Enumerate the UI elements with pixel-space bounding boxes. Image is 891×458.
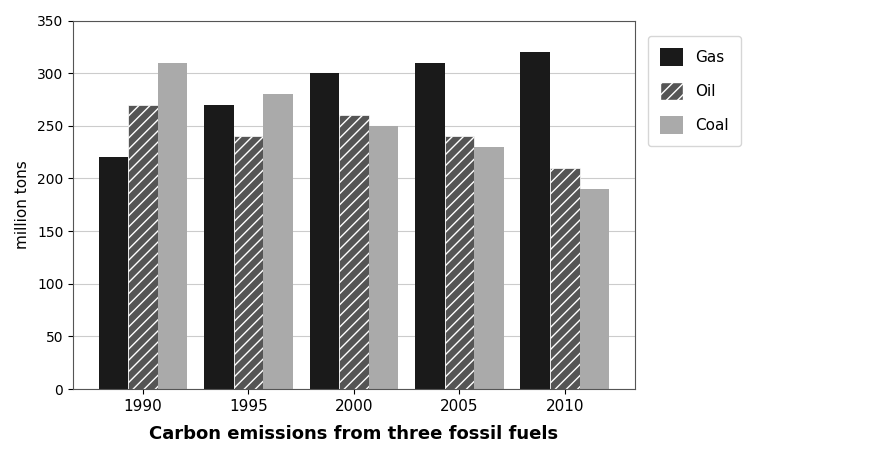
Bar bbox=[415, 63, 445, 389]
Bar bbox=[339, 115, 369, 389]
Bar bbox=[158, 63, 187, 389]
Bar bbox=[369, 126, 398, 389]
Bar bbox=[233, 136, 263, 389]
Bar bbox=[263, 94, 292, 389]
X-axis label: Carbon emissions from three fossil fuels: Carbon emissions from three fossil fuels bbox=[150, 425, 559, 443]
Bar bbox=[99, 158, 128, 389]
Bar bbox=[550, 168, 579, 389]
Legend: Gas, Oil, Coal: Gas, Oil, Coal bbox=[648, 36, 741, 147]
Bar bbox=[474, 147, 503, 389]
Y-axis label: million tons: million tons bbox=[15, 160, 30, 249]
Bar bbox=[579, 189, 609, 389]
Bar bbox=[520, 52, 550, 389]
Bar bbox=[128, 105, 158, 389]
Bar bbox=[309, 73, 339, 389]
Bar bbox=[445, 136, 474, 389]
Bar bbox=[204, 105, 233, 389]
